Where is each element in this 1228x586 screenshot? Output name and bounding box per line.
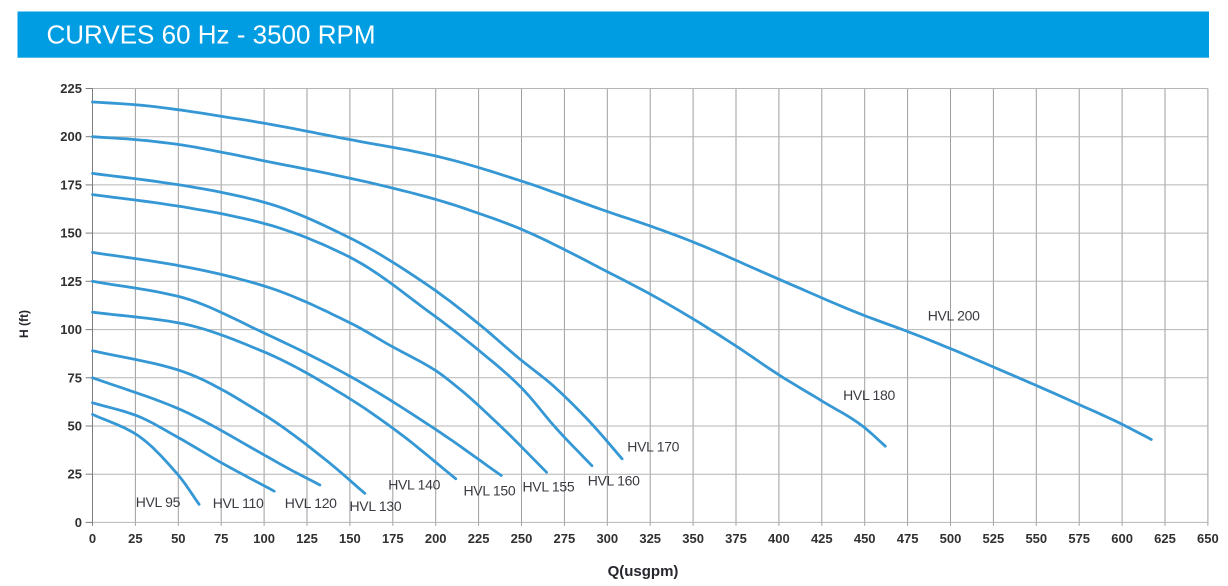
svg-text:600: 600	[1111, 531, 1133, 546]
svg-text:25: 25	[128, 531, 142, 546]
svg-text:100: 100	[253, 531, 275, 546]
svg-text:350: 350	[682, 531, 704, 546]
svg-text:375: 375	[725, 531, 747, 546]
svg-text:0: 0	[75, 515, 82, 530]
svg-text:HVL 155: HVL 155	[523, 479, 575, 495]
svg-text:50: 50	[68, 419, 82, 434]
svg-text:HVL 200: HVL 200	[928, 308, 980, 324]
svg-text:500: 500	[940, 531, 962, 546]
svg-text:525: 525	[983, 531, 1005, 546]
svg-text:HVL 170: HVL 170	[627, 439, 679, 455]
svg-text:HVL 95: HVL 95	[136, 494, 181, 510]
svg-text:HVL 110: HVL 110	[213, 495, 264, 511]
svg-text:475: 475	[897, 531, 919, 546]
svg-text:650: 650	[1197, 531, 1219, 546]
svg-text:200: 200	[425, 531, 447, 546]
svg-text:CURVES 60 Hz - 3500 RPM: CURVES 60 Hz - 3500 RPM	[47, 20, 376, 50]
svg-text:625: 625	[1154, 531, 1176, 546]
svg-text:100: 100	[60, 322, 82, 337]
svg-text:HVL 120: HVL 120	[285, 495, 337, 511]
svg-text:HVL 150: HVL 150	[464, 483, 516, 499]
svg-text:250: 250	[511, 531, 533, 546]
svg-text:HVL 140: HVL 140	[388, 477, 440, 493]
svg-text:75: 75	[68, 370, 82, 385]
svg-text:25: 25	[68, 467, 82, 482]
svg-text:175: 175	[60, 177, 82, 192]
svg-text:150: 150	[60, 226, 82, 241]
svg-text:225: 225	[468, 531, 490, 546]
svg-text:450: 450	[854, 531, 876, 546]
svg-text:125: 125	[296, 531, 318, 546]
svg-text:150: 150	[339, 531, 361, 546]
svg-text:200: 200	[60, 129, 82, 144]
svg-text:325: 325	[639, 531, 661, 546]
svg-text:125: 125	[60, 274, 82, 289]
svg-text:H (ft): H (ft)	[17, 310, 31, 338]
svg-text:50: 50	[171, 531, 185, 546]
svg-text:275: 275	[554, 531, 576, 546]
svg-text:0: 0	[89, 531, 96, 546]
svg-text:425: 425	[811, 531, 833, 546]
svg-text:300: 300	[596, 531, 618, 546]
svg-text:575: 575	[1068, 531, 1090, 546]
svg-text:550: 550	[1025, 531, 1047, 546]
svg-text:225: 225	[60, 81, 82, 96]
svg-text:Q(usgpm): Q(usgpm)	[608, 563, 679, 580]
svg-text:175: 175	[382, 531, 404, 546]
svg-text:400: 400	[768, 531, 790, 546]
svg-text:75: 75	[214, 531, 228, 546]
svg-text:HVL 130: HVL 130	[350, 498, 402, 514]
svg-text:HVL 180: HVL 180	[843, 387, 895, 403]
svg-text:HVL 160: HVL 160	[588, 473, 640, 489]
